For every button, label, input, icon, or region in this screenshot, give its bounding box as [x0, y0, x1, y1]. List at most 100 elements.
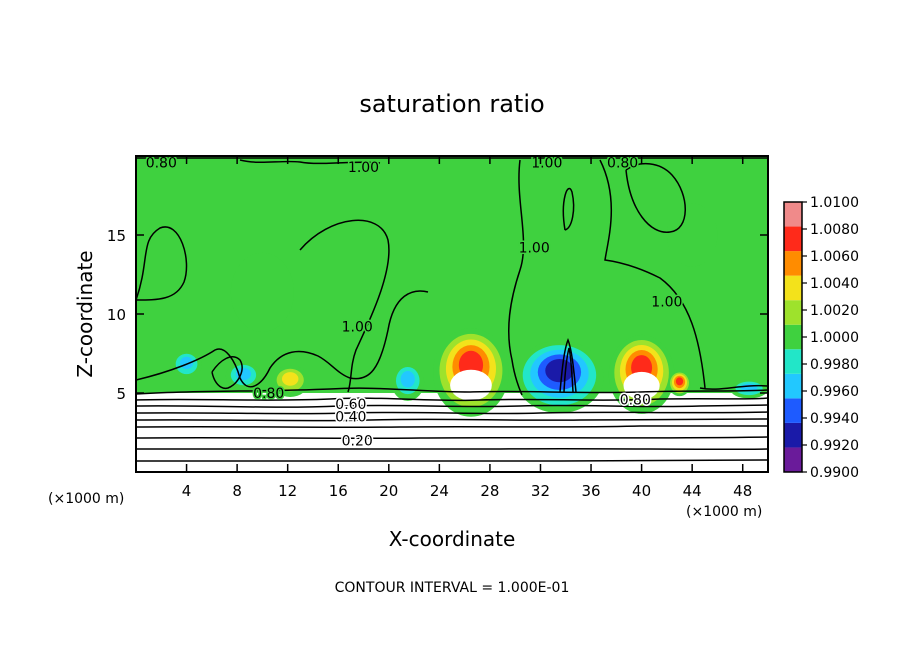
feature-band [230, 252, 294, 332]
y-tick-label: 5 [116, 385, 126, 403]
contour-label: 0.60 [335, 397, 366, 413]
colorbar-swatch [784, 422, 802, 448]
contour-line [136, 411, 768, 415]
x-tick-label: 8 [232, 482, 242, 500]
contour-line [562, 187, 575, 231]
x-tick-label: 20 [379, 482, 398, 500]
feature-band [666, 203, 718, 267]
contour-line [136, 397, 768, 402]
contour-line [136, 290, 429, 388]
y-tick-label: 10 [107, 306, 126, 324]
contour-line [563, 347, 574, 393]
supersaturation-peak [608, 334, 675, 414]
feature-band [675, 377, 684, 386]
colorbar-label: 0.9900 [810, 465, 859, 481]
contour-labels: 0.80 1.00 0.80 1.00 1.00 1.00 1.00 0.80 0.80 0.60… [144, 155, 684, 451]
contour-line [136, 459, 768, 463]
x-tick-label: 4 [182, 482, 192, 500]
supersaturation-peak [668, 370, 691, 397]
colorbar-label: 0.9940 [810, 411, 859, 427]
colorbar-label: 0.9960 [810, 384, 859, 400]
colorbar-label: 0.9920 [810, 438, 859, 454]
colorbar-swatch [784, 324, 802, 350]
subsaturation-trough [230, 252, 294, 332]
contour-line [136, 226, 188, 301]
colorbar-swatch [784, 251, 802, 276]
colorbar-label: 1.0040 [810, 276, 859, 292]
colorbar-swatch [784, 300, 802, 325]
y-axis-ticks: 5 10 15 [107, 227, 768, 403]
x-tick-label: 32 [531, 482, 550, 500]
contour-label: 0.80 [253, 386, 284, 402]
contour-line [136, 418, 768, 422]
contour-label: 0.40 [335, 410, 366, 426]
x-tick-label: 24 [430, 482, 449, 500]
contour-label: 0.80 [620, 392, 651, 408]
colorbar-label: 0.9980 [810, 357, 859, 373]
contour-line [299, 219, 390, 393]
contour-label: 1.00 [342, 320, 373, 336]
contour-line [508, 159, 525, 396]
plot-area: 0.80 1.00 0.80 1.00 1.00 1.00 1.00 0.80 0.80 0.60… [136, 155, 768, 472]
colorbar-swatch [784, 275, 802, 301]
colorbar-swatch [784, 202, 802, 227]
contour-label: 0.80 [146, 155, 177, 171]
contour-interval-text: CONTOUR INTERVAL = 1.000E-01 [335, 580, 570, 596]
colorbar-label: 1.0020 [810, 303, 859, 319]
x-tick-label: 16 [329, 482, 348, 500]
colorbar-swatch [784, 226, 802, 252]
colorbar-swatch [784, 349, 802, 374]
contour-line [599, 159, 706, 389]
x-axis-ticks: 4 8 12 16 20 24 28 32 36 40 44 48 [182, 156, 752, 500]
y-tick-label: 15 [107, 227, 126, 245]
contour-label: 1.00 [651, 294, 682, 310]
contour-lines [136, 157, 768, 463]
contour-line [559, 337, 577, 393]
contour-line [136, 387, 768, 395]
contour-label: 1.00 [348, 160, 379, 176]
contour-line [211, 356, 243, 390]
x-tick-label: 12 [278, 482, 297, 500]
saturated-core [450, 369, 492, 401]
colorbar-label: 1.0060 [810, 249, 859, 265]
subsaturation-trough [730, 379, 768, 399]
chart-title: saturation ratio [359, 90, 544, 118]
contour-label: 1.00 [531, 155, 562, 171]
contour-line [136, 436, 768, 440]
x-tick-label: 44 [683, 482, 702, 500]
colorbar-label: 1.0080 [810, 222, 859, 238]
contour-label: 1.00 [519, 241, 550, 257]
colorbar-label: 1.0000 [810, 330, 859, 346]
x-tick-label: 36 [581, 482, 600, 500]
subsaturation-trough [515, 340, 604, 414]
colorbar-label: 1.0100 [810, 195, 859, 211]
x-tick-label: 40 [632, 482, 651, 500]
feature-band [281, 372, 299, 386]
contour-label: 0.20 [342, 433, 373, 449]
x-unit-right: (×1000 m) [686, 504, 762, 520]
feature-band [545, 358, 574, 383]
supersaturation-peak [271, 365, 310, 397]
x-tick-label: 28 [480, 482, 499, 500]
colorbar-swatch [784, 447, 802, 472]
x-axis-label: X-coordinate [389, 527, 516, 551]
subsaturation-trough [391, 362, 425, 401]
subsaturation-trough [666, 203, 718, 267]
contour-line [136, 425, 768, 429]
contour-label: 0.80 [607, 155, 638, 171]
supersaturation-peak [433, 328, 509, 417]
colorbar-swatch [784, 398, 802, 423]
colorbar-swatch [784, 373, 802, 399]
contour-line [699, 384, 768, 390]
contour-line [625, 163, 686, 233]
contour-line [136, 447, 768, 451]
contour-line [136, 404, 768, 408]
x-unit-left: (×1000 m) [48, 491, 124, 507]
contour-line [239, 159, 381, 165]
saturation-features [171, 203, 768, 417]
y-axis-label: Z-coordinate [73, 250, 97, 377]
colorbar: 0.9900 0.9920 0.9940 0.9960 0.9980 1.0000 1.00… [783, 195, 859, 481]
x-tick-label: 48 [733, 482, 752, 500]
feature-band [400, 371, 415, 388]
